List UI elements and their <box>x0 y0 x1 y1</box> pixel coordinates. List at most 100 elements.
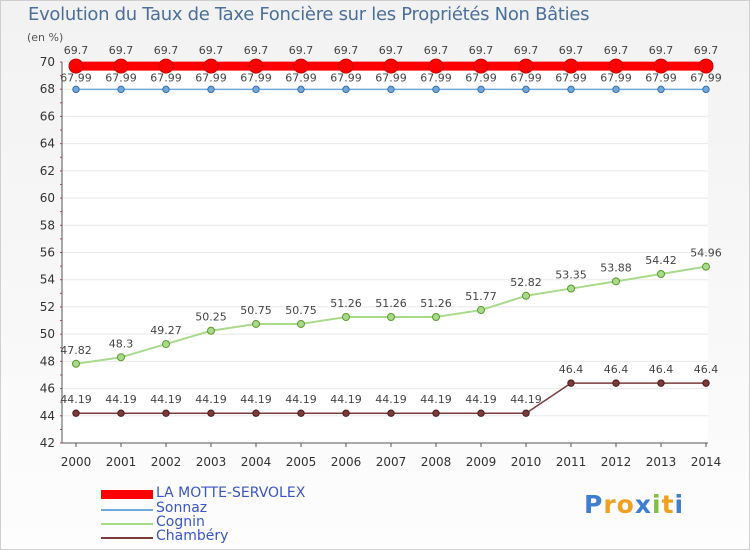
data-point <box>162 85 170 94</box>
y-tick-label: 58 <box>40 218 55 232</box>
data-label: 46.4 <box>649 363 674 376</box>
legend-swatch <box>101 509 153 511</box>
data-label: 67.99 <box>600 71 632 84</box>
data-label: 52.82 <box>510 276 542 289</box>
data-label: 67.99 <box>420 71 452 84</box>
data-point <box>207 85 215 94</box>
data-label: 50.75 <box>240 304 272 317</box>
data-label: 69.7 <box>154 44 179 57</box>
x-tick-label: 2002 <box>151 455 182 469</box>
data-point <box>612 379 620 387</box>
data-point <box>702 85 710 94</box>
data-label: 50.25 <box>195 311 227 324</box>
x-tick-label: 2008 <box>421 455 452 469</box>
x-tick-label: 2011 <box>556 455 587 469</box>
data-label: 67.99 <box>375 71 407 84</box>
logo-letter: i <box>652 490 662 519</box>
data-point <box>563 58 579 74</box>
logo-letter: P <box>584 490 604 519</box>
data-point <box>207 326 215 335</box>
data-point <box>567 85 575 94</box>
y-tick-label: 60 <box>40 191 55 205</box>
data-point <box>203 58 219 74</box>
data-point <box>522 85 530 94</box>
data-label: 44.19 <box>240 393 272 406</box>
data-point <box>383 58 399 74</box>
data-label: 54.42 <box>645 254 677 267</box>
data-label: 69.7 <box>64 44 89 57</box>
data-point <box>162 340 170 349</box>
data-label: 44.19 <box>285 393 317 406</box>
data-label: 46.4 <box>604 363 629 376</box>
y-tick-label: 70 <box>40 55 55 69</box>
y-tick-label: 68 <box>40 82 55 96</box>
y-tick-label: 44 <box>40 409 55 423</box>
logo-letter: t <box>661 490 675 519</box>
y-tick-label: 52 <box>40 300 55 314</box>
logo-letter: r <box>603 490 617 519</box>
data-label: 50.75 <box>285 304 317 317</box>
data-label: 44.19 <box>150 393 182 406</box>
legend-label: Sonnaz <box>156 500 208 516</box>
legend-label: Chambéry <box>156 528 229 544</box>
y-tick-label: 62 <box>40 164 55 178</box>
y-tick-label: 46 <box>40 382 55 396</box>
x-tick-label: 2009 <box>466 455 497 469</box>
data-point <box>432 409 440 417</box>
data-point <box>657 379 665 387</box>
data-label: 44.19 <box>510 393 542 406</box>
series-cognin <box>72 262 710 368</box>
chart-title: Evolution du Taux de Taxe Foncière sur l… <box>28 4 590 25</box>
x-tick-label: 2001 <box>106 455 137 469</box>
data-point <box>297 319 305 328</box>
data-label: 69.7 <box>199 44 224 57</box>
series-sonnaz <box>72 85 710 94</box>
logo-letter: o <box>616 490 635 519</box>
data-point <box>342 409 350 417</box>
data-point <box>72 409 80 417</box>
data-point <box>342 85 350 94</box>
data-label: 67.99 <box>150 71 182 84</box>
y-axis-unit-label: (en %) <box>27 31 64 44</box>
y-tick-label: 66 <box>40 109 55 123</box>
data-point <box>248 58 264 74</box>
data-label: 46.4 <box>694 363 719 376</box>
y-tick-label: 48 <box>40 354 55 368</box>
data-label: 67.99 <box>465 71 497 84</box>
data-label: 44.19 <box>420 393 452 406</box>
legend-swatch <box>101 490 153 499</box>
data-point <box>657 269 665 278</box>
data-point <box>113 58 129 74</box>
data-point <box>387 85 395 94</box>
y-tick-label: 54 <box>40 273 55 287</box>
data-label: 69.7 <box>289 44 314 57</box>
data-point <box>297 85 305 94</box>
data-point <box>293 58 309 74</box>
data-point <box>432 312 440 321</box>
data-point <box>252 319 260 328</box>
data-label: 44.19 <box>195 393 227 406</box>
data-point <box>387 312 395 321</box>
data-label: 53.35 <box>555 269 587 282</box>
data-point <box>477 409 485 417</box>
x-tick-label: 2000 <box>61 455 92 469</box>
data-point <box>387 409 395 417</box>
y-tick-label: 64 <box>40 137 55 151</box>
series-la-motte-servolex <box>68 58 714 74</box>
data-label: 69.7 <box>604 44 629 57</box>
data-point <box>522 291 530 300</box>
x-tick-label: 2010 <box>511 455 542 469</box>
data-point <box>612 277 620 286</box>
data-label: 69.7 <box>244 44 269 57</box>
data-point <box>428 58 444 74</box>
data-label: 69.7 <box>694 44 719 57</box>
x-tick-label: 2006 <box>331 455 362 469</box>
legend-label: LA MOTTE-SERVOLEX <box>156 485 306 501</box>
data-label: 47.82 <box>60 344 92 357</box>
data-point <box>338 58 354 74</box>
data-label: 44.19 <box>60 393 92 406</box>
y-tick-label: 50 <box>40 327 55 341</box>
data-label: 69.7 <box>334 44 359 57</box>
x-tick-label: 2014 <box>691 455 722 469</box>
